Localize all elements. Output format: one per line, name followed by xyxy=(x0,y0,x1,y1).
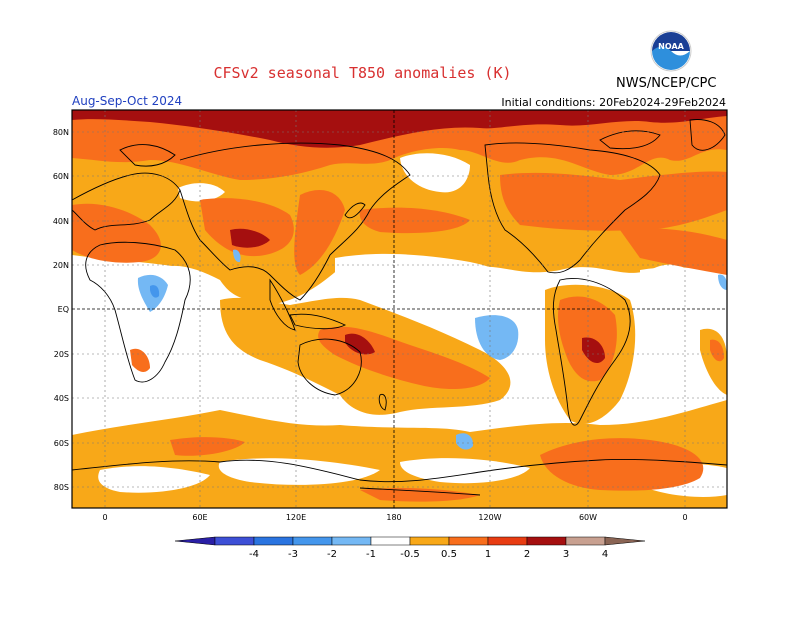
colorbar-label: 3 xyxy=(563,549,569,560)
lat-label: 40S xyxy=(54,394,69,403)
map-frame xyxy=(71,109,728,509)
noaa-logo-icon: NOAA xyxy=(650,30,692,72)
forecast-period: Aug-Sep-Oct 2024 xyxy=(72,94,183,108)
colorbar-swatch xyxy=(253,536,294,546)
lon-label: 60W xyxy=(579,513,597,522)
colorbar-label: 0.5 xyxy=(441,549,457,560)
colorbar-swatch xyxy=(214,536,255,546)
colorbar-swatch xyxy=(292,536,333,546)
agency-label: NWS/NCEP/CPC xyxy=(616,76,717,91)
colorbar-swatch xyxy=(331,536,372,546)
lon-label: 120E xyxy=(286,513,306,522)
anomaly-field xyxy=(72,110,727,508)
noaa-logo-text: NOAA xyxy=(658,42,684,51)
anomaly-region-south-orange xyxy=(72,400,727,508)
map-title: CFSv2 seasonal T850 anomalies (K) xyxy=(0,64,800,82)
lat-label: 60N xyxy=(53,172,69,181)
coastlines xyxy=(72,119,727,496)
latitude-labels: 80N 60N 40N 20N EQ 20S 40S 60S 80S xyxy=(53,128,69,492)
lat-label: 20N xyxy=(53,261,69,270)
lon-label: 0 xyxy=(102,513,107,522)
colorbar-label: -2 xyxy=(327,549,337,560)
colorbar-label: 1 xyxy=(485,549,491,560)
colorbar-swatch xyxy=(526,536,567,546)
lon-label: 60E xyxy=(192,513,207,522)
colorbar-swatch xyxy=(565,536,606,546)
lat-label: 80S xyxy=(54,483,69,492)
longitude-labels: 0 60E 120E 180 120W 60W 0 xyxy=(102,513,687,522)
colorbar-label: -1 xyxy=(366,549,376,560)
lon-label: 120W xyxy=(478,513,501,522)
lat-label: 40N xyxy=(53,217,69,226)
colorbar-arrow-low xyxy=(174,536,216,546)
colorbar-swatch xyxy=(487,536,528,546)
lat-label: 20S xyxy=(54,350,69,359)
lat-label: 60S xyxy=(54,439,69,448)
colorbar-label: 4 xyxy=(602,549,608,560)
colorbar-label: -0.5 xyxy=(400,549,420,560)
anomaly-region-eq-pacific-blue xyxy=(475,315,519,360)
initial-conditions: Initial conditions: 20Feb2024-29Feb2024 xyxy=(501,96,726,109)
colorbar-swatch xyxy=(370,536,411,546)
colorbar-arrow-high xyxy=(604,536,646,546)
colorbar-label: -4 xyxy=(249,549,259,560)
map-title-text: CFSv2 seasonal T850 anomalies (K) xyxy=(213,64,512,82)
colorbar-swatch xyxy=(448,536,489,546)
anomaly-region-arctic-darkred xyxy=(72,110,727,148)
lon-label: 0 xyxy=(682,513,687,522)
colorbar: -4 -3 -2 -1 -0.5 0.5 1 2 3 4 xyxy=(174,536,646,560)
colorbar-swatch xyxy=(409,536,450,546)
lon-label: 180 xyxy=(386,513,401,522)
equator-dateline xyxy=(72,110,727,508)
graticule xyxy=(72,110,727,508)
colorbar-label: -3 xyxy=(288,549,298,560)
colorbar-label: 2 xyxy=(524,549,530,560)
lat-label: 80N xyxy=(53,128,69,137)
lat-label: EQ xyxy=(58,305,69,314)
